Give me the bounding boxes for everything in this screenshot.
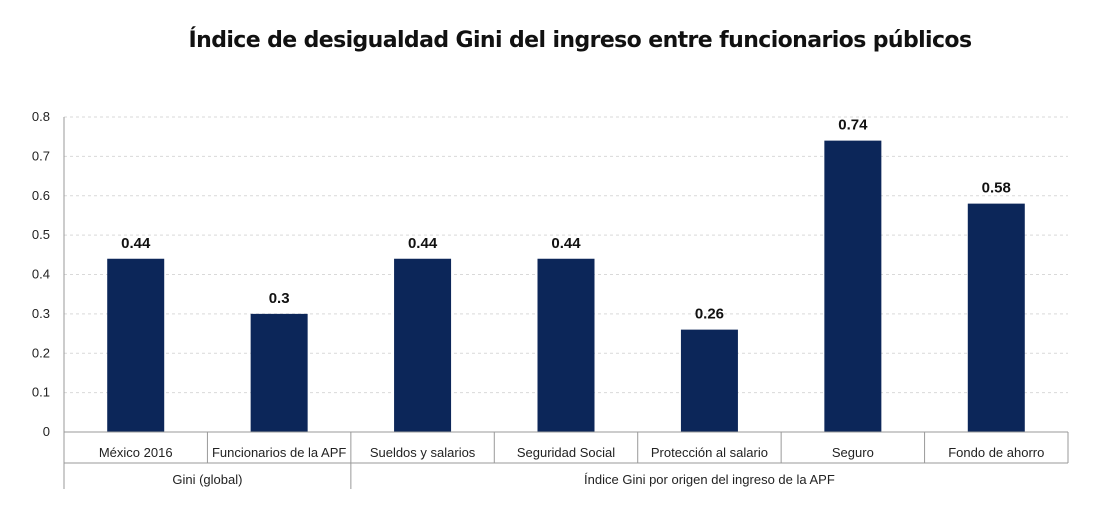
x-category-label: México 2016 <box>99 445 173 460</box>
group-label: Índice Gini por origen del ingreso de la… <box>584 472 835 487</box>
data-label: 0.44 <box>121 235 151 252</box>
bars <box>107 140 1025 432</box>
bar <box>537 258 595 432</box>
data-label: 0.44 <box>551 235 581 252</box>
gridlines <box>64 116 1068 394</box>
y-tick-label: 0.8 <box>32 109 50 124</box>
data-label: 0.3 <box>269 290 290 307</box>
x-category-label: Fondo de ahorro <box>948 445 1044 460</box>
x-category-label: Funcionarios de la APF <box>212 445 346 460</box>
y-tick-label: 0.1 <box>32 385 50 400</box>
data-labels: 0.44 0.3 0.44 0.44 0.26 0.74 0.58 <box>121 117 1011 323</box>
bar <box>250 313 308 432</box>
bar <box>394 258 452 432</box>
x-category-label: Protección al salario <box>651 445 768 460</box>
bar <box>680 329 738 432</box>
y-tick-label: 0.5 <box>32 227 50 242</box>
group-label: Gini (global) <box>172 472 242 487</box>
y-tick-label: 0.6 <box>32 188 50 203</box>
y-tick-label: 0.2 <box>32 345 50 360</box>
y-tick-label: 0 <box>43 424 50 439</box>
bar <box>824 140 882 432</box>
data-label: 0.26 <box>695 306 724 323</box>
x-category-label: Seguro <box>832 445 874 460</box>
bar <box>967 203 1025 432</box>
y-tick-label: 0.3 <box>32 306 50 321</box>
chart-title: Índice de desigualdad Gini del ingreso e… <box>188 28 972 53</box>
y-axis: 0 0.1 0.2 0.3 0.4 0.5 0.6 0.7 0.8 <box>32 109 65 489</box>
x-axis: México 2016 Funcionarios de la APF Sueldos… <box>64 431 1069 489</box>
data-label: 0.44 <box>408 235 438 252</box>
data-label: 0.58 <box>982 180 1011 197</box>
x-category-label: Seguridad Social <box>517 445 615 460</box>
data-label: 0.74 <box>838 117 868 134</box>
bar <box>107 258 165 432</box>
x-category-label: Sueldos y salarios <box>370 445 476 460</box>
y-tick-label: 0.7 <box>32 148 50 163</box>
y-tick-label: 0.4 <box>32 267 50 282</box>
